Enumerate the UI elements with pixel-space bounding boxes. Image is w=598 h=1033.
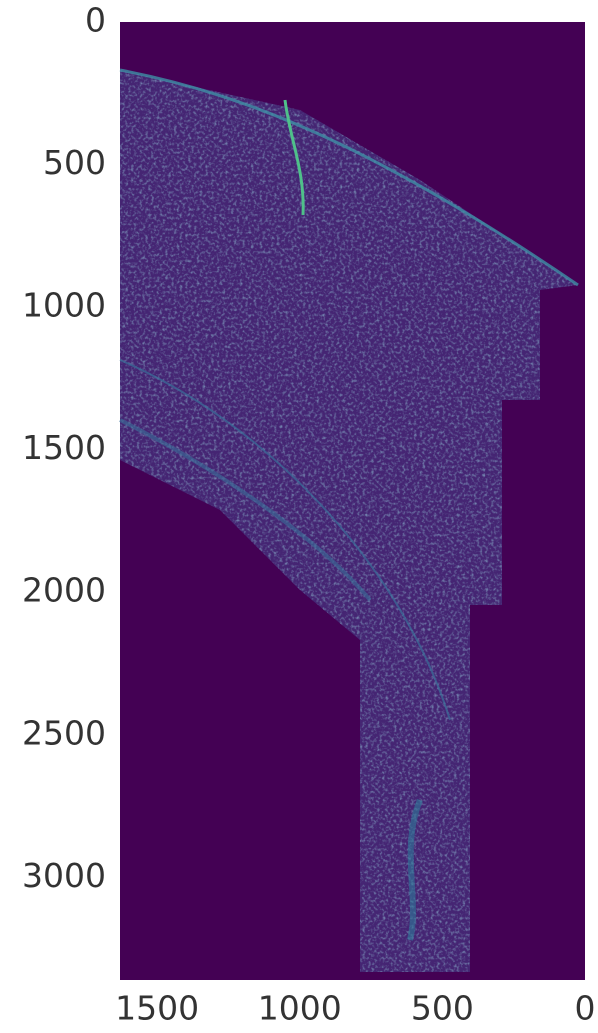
x-tick-label: 1500 [115, 989, 199, 1028]
x-tick-label: 1000 [258, 989, 342, 1028]
chart: 1500 1000 500 0 0 500 1000 1500 2000 2500 3000 [0, 0, 598, 1029]
y-tick-label: 2000 [22, 571, 106, 610]
x-tick-label: 500 [411, 989, 474, 1028]
x-tick-label: 0 [575, 989, 596, 1028]
y-tick-label: 0 [85, 1, 106, 40]
y-tick-label: 1500 [22, 428, 106, 467]
y-tick-label: 500 [43, 143, 106, 182]
y-tick-label: 3000 [22, 856, 106, 895]
y-tick-label: 1000 [22, 286, 106, 325]
y-tick-label: 2500 [22, 713, 106, 752]
